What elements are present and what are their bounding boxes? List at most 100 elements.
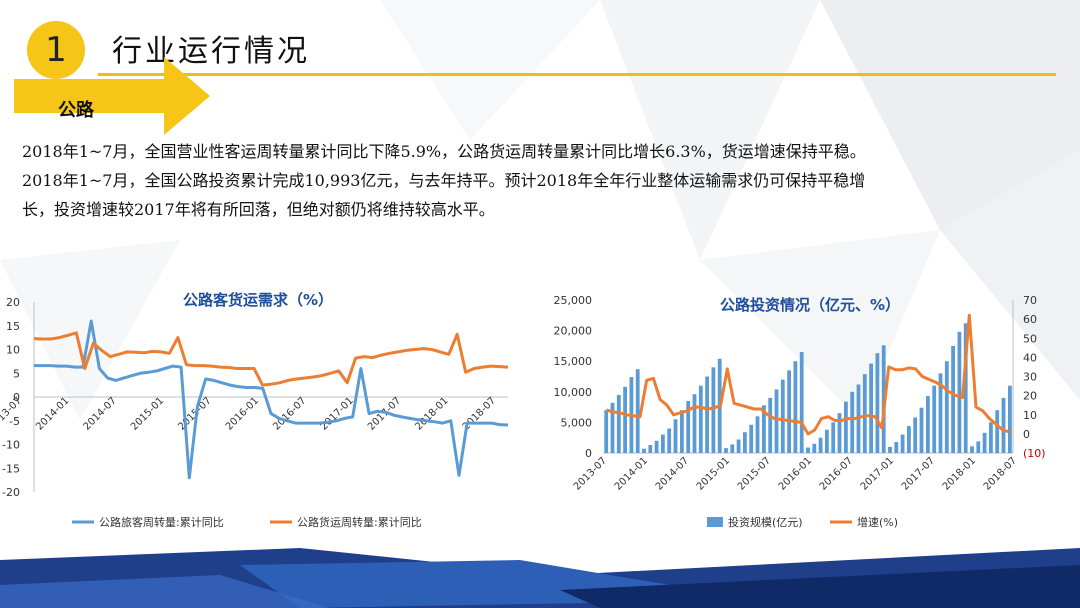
bar	[768, 397, 773, 453]
bar	[944, 361, 949, 453]
y-left-tick-label: 25,000	[554, 294, 593, 307]
bar	[686, 401, 691, 453]
bar	[755, 416, 760, 453]
bar	[976, 441, 981, 453]
x-tick-label: 2014-07	[82, 395, 119, 432]
bar	[654, 440, 659, 453]
x-tick-label: 2018-01	[941, 455, 978, 492]
bar	[995, 410, 1000, 453]
x-tick-label: 2015-01	[129, 395, 166, 432]
y-tick-label: -10	[2, 439, 20, 452]
legend-label: 公路旅客周转量:累计同比	[99, 515, 224, 529]
x-tick-label: 2014-07	[654, 455, 691, 492]
y-tick-label: 0	[13, 391, 20, 404]
section-number: 1	[45, 30, 67, 70]
bar	[900, 434, 905, 453]
bar	[806, 447, 810, 453]
bar	[970, 446, 974, 453]
legend-label: 增速(%)	[857, 515, 898, 529]
bar	[780, 379, 785, 453]
chart-title: 公路投资情况（亿元、%）	[720, 296, 900, 314]
y-right-tick-label: 70	[1023, 294, 1037, 307]
y-left-tick-label: 20,000	[554, 325, 593, 338]
bar	[812, 443, 817, 453]
y-left-tick-label: 10,000	[554, 386, 593, 399]
bar	[888, 446, 892, 453]
legend-label: 投资规模(亿元)	[728, 515, 803, 529]
section-number-badge: 1	[27, 21, 85, 79]
bar	[661, 434, 665, 453]
summary-line-2: 2018年1~7月，全国公路投资累计完成10,993亿元，与去年持平。预计201…	[22, 171, 866, 190]
bar	[926, 396, 930, 453]
bar	[692, 394, 697, 453]
bar	[907, 426, 911, 453]
bar	[932, 385, 937, 453]
x-tick-label: 2017-01	[319, 395, 356, 432]
y-tick-label: 15	[6, 320, 20, 333]
y-right-tick-label: 0	[1023, 428, 1030, 441]
x-tick-label: 2017-07	[900, 455, 937, 492]
bar	[825, 429, 829, 453]
legend-label: 公路货运周转量:累计同比	[297, 515, 422, 529]
x-tick-label: 2017-01	[859, 455, 896, 492]
title-underline	[98, 73, 1056, 76]
series-line-1	[34, 319, 509, 480]
summary-line-1: 2018年1~7月，全国营业性客运周转量累计同比下降5.9%，公路货运周转量累计…	[22, 142, 866, 161]
bar	[1001, 397, 1006, 453]
bar	[787, 370, 791, 453]
y-tick-label: -5	[9, 415, 20, 428]
bar	[894, 442, 899, 453]
bar	[837, 413, 842, 453]
legend-swatch	[707, 517, 723, 527]
bar	[711, 367, 716, 453]
bar	[642, 448, 646, 453]
bar	[762, 405, 766, 453]
x-tick-label: 2014-01	[34, 395, 71, 432]
bar	[724, 448, 728, 453]
summary-line-3: 长，投资增速较2017年将有所回落，但绝对额仍将维持较高水平。	[22, 200, 495, 219]
bar	[938, 373, 943, 453]
bar	[667, 428, 672, 453]
bar	[869, 363, 873, 453]
bar	[989, 422, 993, 453]
x-tick-label: 2018-01	[413, 395, 450, 432]
x-tick-label: 2018-07	[982, 455, 1019, 492]
growth-line	[605, 313, 1011, 436]
y-right-tick-label: 30	[1023, 371, 1037, 384]
y-tick-label: 5	[13, 367, 20, 380]
bar	[799, 352, 804, 453]
y-right-tick-label: 20	[1023, 390, 1037, 403]
chart-title: 公路客货运需求（%）	[183, 291, 333, 309]
bar	[875, 353, 880, 453]
bar	[705, 376, 709, 453]
x-tick-label: 2016-07	[271, 395, 308, 432]
bar	[610, 402, 615, 453]
section-label: 公路	[58, 100, 94, 121]
bar	[963, 323, 968, 453]
bar	[749, 424, 754, 453]
y-right-tick-label: (10)	[1023, 447, 1046, 460]
bar	[919, 407, 924, 453]
y-right-tick-label: 40	[1023, 351, 1037, 364]
y-right-tick-label: 10	[1023, 409, 1037, 422]
y-right-tick-label: 60	[1023, 313, 1037, 326]
bar	[774, 389, 779, 453]
y-tick-label: -15	[2, 462, 20, 475]
x-tick-label: 2013-07	[572, 455, 609, 492]
bar	[648, 445, 653, 453]
summary-paragraph: 2018年1~7月，全国营业性客运周转量累计同比下降5.9%，公路货运周转量累计…	[22, 137, 1062, 224]
x-tick-label: 2016-07	[818, 455, 855, 492]
bar	[951, 345, 955, 453]
bar	[1008, 385, 1012, 453]
y-right-tick-label: 50	[1023, 332, 1037, 345]
bar	[957, 331, 962, 453]
bar	[818, 437, 823, 453]
bar	[616, 394, 621, 453]
x-tick-label: 2016-01	[224, 395, 261, 432]
bar	[604, 410, 609, 453]
bar	[623, 386, 627, 453]
x-tick-label: 2014-01	[613, 455, 650, 492]
bar	[793, 361, 798, 453]
x-tick-label: 2016-01	[777, 455, 814, 492]
